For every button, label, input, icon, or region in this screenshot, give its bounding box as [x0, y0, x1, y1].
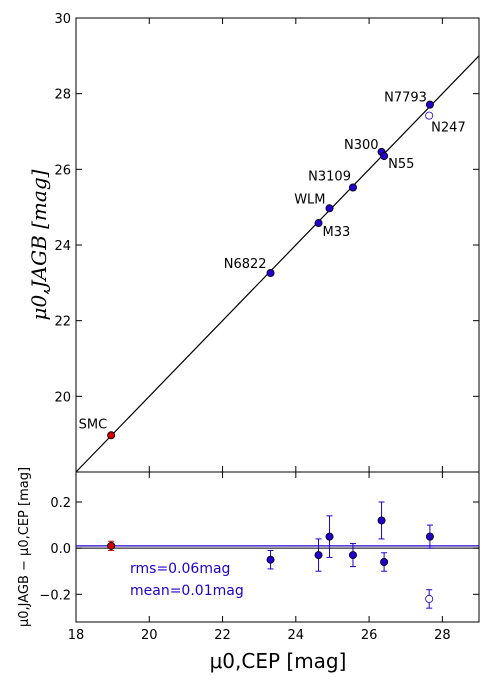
y-tick-label: 26	[54, 163, 71, 178]
data-point	[380, 152, 389, 161]
x-tick-label: 26	[361, 628, 378, 643]
residual-point	[348, 551, 357, 560]
x-tick-label: 24	[288, 628, 305, 643]
identity-line	[75, 55, 480, 473]
y-tick-label: 28	[54, 88, 71, 103]
y-tick-label: 24	[54, 239, 71, 254]
top-y-axis-title-text: μ0,JAGB [mag]	[27, 169, 51, 320]
mean-annotation: mean=0.01mag	[130, 583, 244, 599]
y-tick-label: 20	[54, 390, 71, 405]
top-y-axis-title: μ0,JAGB [mag]	[27, 169, 51, 320]
residual-point	[314, 551, 323, 560]
point-label: N3109	[308, 169, 351, 184]
data-point	[425, 100, 434, 109]
data-point	[425, 111, 434, 120]
top-panel: 20 22 24 26 28 30 SMC N6822 M33 WLM N3109 N300 N55 N…	[27, 12, 480, 473]
point-label: WLM	[294, 192, 325, 207]
point-label: N247	[431, 121, 466, 136]
residual-point	[377, 516, 386, 525]
bottom-x-ticks: 18 20 22 24 26 28	[68, 472, 451, 643]
point-labels: SMC N6822 M33 WLM N3109 N300 N55 N7793 N247	[79, 91, 466, 433]
x-tick-label: 28	[434, 628, 451, 643]
y-tick-label: 0.0	[50, 542, 71, 557]
data-point	[325, 204, 334, 213]
x-tick-label: 22	[214, 628, 231, 643]
y-tick-label: 22	[54, 315, 71, 330]
point-label: N300	[344, 138, 379, 153]
residual-point	[325, 532, 334, 541]
residual-point	[380, 558, 389, 567]
bottom-y-ticks: −0.2 0.0 0.2	[39, 496, 479, 603]
x-axis-title: μ0,CEP [mag]	[210, 649, 347, 673]
y-tick-label: 0.2	[50, 496, 71, 511]
residual-point	[266, 555, 275, 564]
data-point	[314, 219, 323, 228]
data-point	[107, 431, 116, 440]
point-label: M33	[323, 225, 351, 240]
rms-annotation: rms=0.06mag	[130, 561, 230, 577]
top-y-ticks: 20 22 24 26 28 30	[54, 12, 479, 405]
x-tick-label: 20	[141, 628, 158, 643]
y-tick-label: 30	[54, 12, 71, 27]
bottom-panel: −0.2 0.0 0.2 18 20 22 24 26 28 rms=0.06mag mean…	[17, 467, 480, 673]
point-label: N7793	[384, 91, 427, 106]
point-label: N6822	[224, 257, 267, 272]
top-plot-frame	[75, 17, 480, 473]
data-point	[348, 183, 357, 192]
point-label: N55	[388, 157, 414, 172]
point-label: SMC	[79, 417, 108, 432]
residual-point	[425, 532, 434, 541]
top-x-ticks	[75, 18, 443, 472]
bottom-plot-frame	[75, 471, 480, 623]
bottom-points	[107, 501, 434, 609]
bottom-y-axis-title: μ0,JAGB − μ0,CEP [mag]	[17, 467, 32, 627]
y-tick-label: −0.2	[39, 588, 71, 603]
residual-point	[425, 594, 434, 603]
data-point	[266, 268, 275, 277]
residual-point	[107, 541, 116, 550]
x-tick-label: 18	[68, 628, 85, 643]
top-points	[107, 100, 434, 440]
